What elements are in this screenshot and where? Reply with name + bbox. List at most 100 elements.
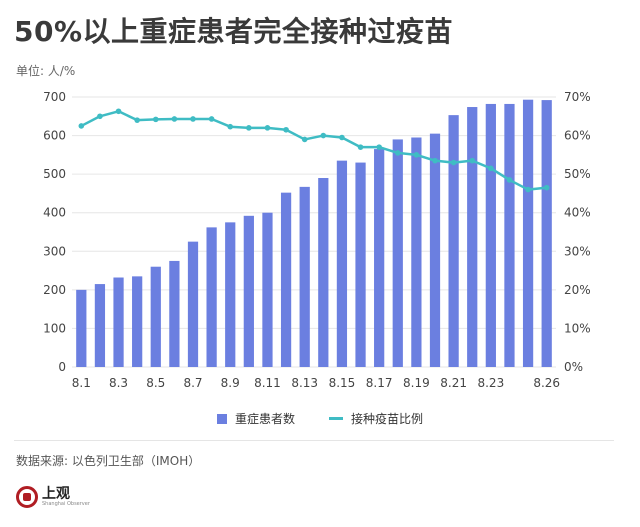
bar [504,103,515,367]
x-tick-label: 8.19 [403,376,430,390]
brand-sub: Shanghai Observer [42,501,90,507]
y-right-tick-label: 40% [564,206,591,220]
brand-logo-icon [16,486,38,508]
y-left-tick-label: 600 [43,129,66,143]
line-point [78,123,85,129]
line-point [208,116,215,122]
line-point [432,157,438,164]
line-point [97,113,103,120]
legend-line-label: 接种疫苗比例 [351,412,424,426]
y-left-tick-label: 0 [58,360,66,374]
bar [355,162,366,367]
y-right-tick-label: 0% [564,360,583,374]
legend: 重症患者数 接种疫苗比例 [0,410,640,427]
y-right-tick-label: 20% [564,283,591,297]
line-point [283,126,289,133]
bar [132,276,143,367]
line-point [543,184,550,191]
line-point [264,125,271,131]
line-point [301,136,308,143]
bar [429,133,441,367]
bar [187,241,199,367]
footer-divider [14,440,614,441]
x-tick-label: 8.3 [109,376,128,390]
x-tick-label: 8.26 [533,376,560,390]
bar [76,289,87,367]
line-point [413,152,420,158]
bar [448,115,459,367]
y-right-tick-label: 30% [564,244,591,258]
x-tick-label: 8.21 [440,376,467,390]
bar [336,160,348,367]
bar [280,192,292,367]
line-point [357,144,364,150]
y-left-tick-label: 200 [43,283,66,297]
bar [169,260,180,367]
line-point [376,144,382,150]
line-point [115,108,122,115]
bar [150,266,161,367]
line-point [450,159,457,166]
y-left-tick-label: 400 [43,206,66,220]
y-right-tick-label: 70% [564,90,591,104]
brand: 上观 Shanghai Observer [16,486,90,508]
data-source: 数据来源: 以色列卫生部（IMOH） [16,454,201,468]
bar [318,178,329,367]
left-axis: 0 100 200 300 400 500 600 700 [43,90,66,374]
bar [522,99,534,367]
line-point [246,125,252,131]
bar [262,212,273,367]
bar [243,215,254,367]
line-point [525,186,531,193]
x-tick-label: 8.7 [183,376,202,390]
line-point [227,123,234,130]
line-point [339,134,345,141]
right-axis: 0% 10% 20% 30% 40% 50% 60% 70% [564,90,591,374]
bar [485,103,496,367]
line-path [80,110,547,191]
bar [206,227,217,367]
line-point [506,177,513,183]
x-tick-label: 8.5 [146,376,165,390]
bar [299,186,310,367]
brand-text: 上观 Shanghai Observer [42,487,90,507]
y-right-tick-label: 10% [564,321,591,335]
bar [374,149,385,367]
y-right-tick-label: 50% [564,167,591,181]
page-title: 50%以上重症患者完全接种过疫苗 [14,15,454,48]
y-right-tick-label: 60% [564,129,591,143]
unit-label: 单位: 人/% [16,64,76,78]
line-point [488,165,494,172]
line-point [152,116,159,123]
bar [411,137,422,367]
legend-bars-label: 重症患者数 [234,412,295,426]
line-point [171,116,178,122]
legend-item-bars: 重症患者数 [216,410,295,427]
x-tick-label: 8.13 [291,376,318,390]
line-series [78,108,550,193]
x-tick-label: 8.23 [477,376,504,390]
x-tick-label: 8.17 [366,376,393,390]
legend-bar-swatch [216,413,227,424]
line-point [134,117,140,123]
line-point [394,150,401,156]
y-left-tick-label: 500 [43,167,66,181]
bar-series [76,99,552,368]
bar [94,284,106,367]
bar [467,107,478,368]
line-point [190,116,196,122]
line-point [320,132,327,139]
x-tick-label: 8.11 [254,376,281,390]
bar [541,100,552,367]
brand-name: 上观 [42,486,70,502]
x-tick-label: 8.1 [72,376,91,390]
y-left-tick-label: 100 [43,321,66,335]
x-tick-label: 8.9 [221,376,240,390]
y-left-tick-label: 700 [43,90,66,104]
x-axis: 8.1 8.3 8.5 8.7 8.9 8.11 8.13 8.15 8.17 8.19 8.21 8… [72,376,560,390]
bar [225,222,236,367]
x-tick-label: 8.15 [329,376,356,390]
legend-item-line: 接种疫苗比例 [329,410,423,427]
bar [113,277,124,367]
